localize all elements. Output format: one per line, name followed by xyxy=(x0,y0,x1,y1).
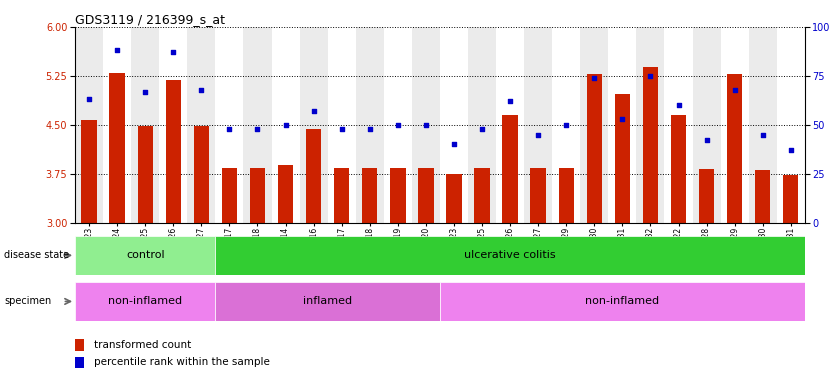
Point xyxy=(644,73,657,79)
Bar xyxy=(636,27,665,223)
Point xyxy=(83,96,96,103)
Bar xyxy=(384,27,412,223)
Text: GDS3119 / 216399_s_at: GDS3119 / 216399_s_at xyxy=(75,13,225,26)
Bar xyxy=(446,174,462,223)
Bar xyxy=(215,282,440,321)
Bar xyxy=(552,27,580,223)
Point xyxy=(756,131,770,138)
Bar xyxy=(699,169,714,223)
Bar xyxy=(215,236,805,275)
Text: non-inflamed: non-inflamed xyxy=(108,296,183,306)
Text: percentile rank within the sample: percentile rank within the sample xyxy=(93,358,269,367)
Point xyxy=(447,141,460,147)
Bar xyxy=(496,27,524,223)
Point xyxy=(700,137,713,144)
Bar xyxy=(440,27,468,223)
Bar xyxy=(468,27,496,223)
Bar xyxy=(502,115,518,223)
Bar xyxy=(131,27,159,223)
Bar xyxy=(362,168,378,223)
Bar xyxy=(188,27,215,223)
Point xyxy=(223,126,236,132)
Bar xyxy=(608,27,636,223)
Point xyxy=(560,122,573,128)
Bar xyxy=(138,126,153,223)
Text: inflamed: inflamed xyxy=(303,296,352,306)
Text: disease state: disease state xyxy=(4,250,69,260)
Point xyxy=(615,116,629,122)
Bar xyxy=(334,168,349,223)
Bar xyxy=(222,168,237,223)
Bar xyxy=(586,74,602,223)
Point xyxy=(728,86,741,93)
Point xyxy=(420,122,433,128)
Bar xyxy=(75,27,103,223)
Point xyxy=(475,126,489,132)
Text: specimen: specimen xyxy=(4,296,52,306)
Bar xyxy=(299,27,328,223)
Bar xyxy=(783,175,798,223)
Text: control: control xyxy=(126,250,164,260)
Bar xyxy=(692,27,721,223)
Bar xyxy=(356,27,384,223)
Text: transformed count: transformed count xyxy=(93,340,191,350)
Bar xyxy=(159,27,188,223)
Bar xyxy=(615,94,631,223)
Bar xyxy=(559,168,574,223)
Point xyxy=(531,131,545,138)
Point xyxy=(363,126,376,132)
Bar xyxy=(530,168,546,223)
Bar xyxy=(75,339,84,351)
Point xyxy=(194,86,208,93)
Bar xyxy=(244,27,272,223)
Bar xyxy=(755,170,771,223)
Bar xyxy=(82,120,97,223)
Bar xyxy=(665,27,692,223)
Bar xyxy=(440,282,805,321)
Bar xyxy=(109,73,125,223)
Bar xyxy=(524,27,552,223)
Bar xyxy=(418,168,434,223)
Bar xyxy=(215,27,244,223)
Text: non-inflamed: non-inflamed xyxy=(585,296,660,306)
Point xyxy=(672,102,686,108)
Bar xyxy=(475,168,490,223)
Bar xyxy=(328,27,356,223)
Bar xyxy=(75,357,84,368)
Point xyxy=(335,126,349,132)
Bar xyxy=(776,27,805,223)
Point xyxy=(167,49,180,55)
Bar xyxy=(103,27,131,223)
Bar xyxy=(412,27,440,223)
Bar xyxy=(166,80,181,223)
Point xyxy=(138,88,152,94)
Bar xyxy=(671,115,686,223)
Point xyxy=(588,75,601,81)
Point xyxy=(307,108,320,114)
Bar xyxy=(721,27,749,223)
Bar xyxy=(390,168,405,223)
Point xyxy=(279,122,292,128)
Bar xyxy=(727,74,742,223)
Point xyxy=(504,98,517,104)
Bar xyxy=(580,27,608,223)
Bar xyxy=(749,27,776,223)
Point xyxy=(784,147,797,153)
Point xyxy=(391,122,404,128)
Point xyxy=(110,47,123,53)
Bar xyxy=(278,165,294,223)
Bar xyxy=(193,126,209,223)
Bar xyxy=(643,67,658,223)
Text: ulcerative colitis: ulcerative colitis xyxy=(465,250,556,260)
Bar xyxy=(306,129,321,223)
Bar xyxy=(75,236,215,275)
Point xyxy=(251,126,264,132)
Bar xyxy=(272,27,299,223)
Bar xyxy=(249,168,265,223)
Bar xyxy=(75,282,215,321)
